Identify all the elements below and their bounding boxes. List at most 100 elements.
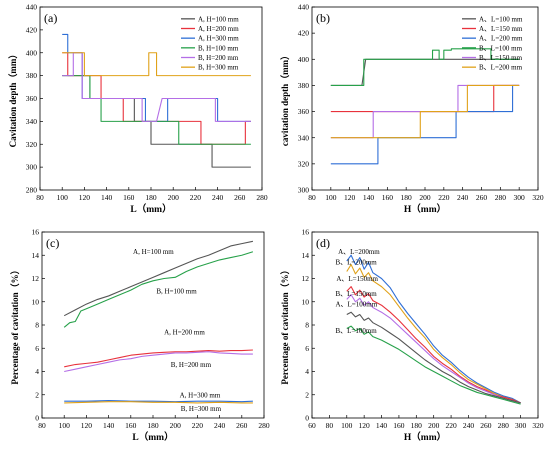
series-line bbox=[330, 84, 520, 165]
x-tick-label: 220 bbox=[438, 193, 450, 202]
y-tick-label: 4 bbox=[305, 367, 309, 376]
x-tick-label: 260 bbox=[476, 193, 488, 202]
y-tick-label: 6 bbox=[35, 344, 39, 353]
legend-label: A, H=100 mm bbox=[198, 15, 239, 23]
y-tick-label: 340 bbox=[298, 133, 310, 142]
y-tick-label: 400 bbox=[26, 48, 38, 57]
series-annotation: B, H=100 mm bbox=[156, 288, 197, 296]
series-line bbox=[64, 351, 253, 373]
x-tick-label: 280 bbox=[495, 193, 507, 202]
y-tick-label: 12 bbox=[32, 274, 40, 283]
series-line bbox=[330, 84, 520, 113]
x-tick-label: 300 bbox=[514, 193, 526, 202]
series-annotation: A, H=200 mm bbox=[164, 328, 205, 336]
series-line bbox=[62, 52, 251, 145]
y-tick-label: 14 bbox=[32, 251, 40, 260]
x-tick-label: 280 bbox=[258, 421, 270, 430]
panel-d: 60 80 100 120 140 160 180 200 220 240 260 280 300 320… bbox=[280, 228, 544, 443]
series-line bbox=[62, 33, 251, 122]
series-annotation: A、L=100mm bbox=[335, 300, 377, 308]
x-tick-label: 160 bbox=[125, 421, 137, 430]
x-tick-label: 320 bbox=[532, 421, 544, 430]
y-tick-label: 300 bbox=[26, 163, 38, 172]
x-tick-label: 160 bbox=[123, 193, 135, 202]
y-tick-label: 420 bbox=[298, 29, 310, 38]
y-tick-label: 360 bbox=[26, 94, 38, 103]
legend-label: A、L=150 mm bbox=[479, 25, 523, 33]
panel-label: (d) bbox=[316, 236, 330, 250]
series-line bbox=[62, 52, 251, 77]
x-tick-label: 180 bbox=[411, 421, 423, 430]
y-axis-title: Cavitation depth（mm） bbox=[8, 50, 18, 148]
legend-label: A, H=200 mm bbox=[198, 25, 239, 33]
x-tick-label: 280 bbox=[256, 193, 268, 202]
y-tick-label: 10 bbox=[302, 297, 310, 306]
y-tick-label: 340 bbox=[26, 117, 38, 126]
y-tick-label: 420 bbox=[26, 25, 38, 34]
x-tick-label: 260 bbox=[480, 421, 492, 430]
x-tick-label: 140 bbox=[363, 193, 375, 202]
series-annotation: A、L=200mm bbox=[338, 248, 380, 256]
x-tick-label: 80 bbox=[326, 421, 334, 430]
x-tick-label: 280 bbox=[498, 421, 510, 430]
y-tick-label: 8 bbox=[305, 321, 309, 330]
x-tick-label: 180 bbox=[147, 421, 159, 430]
panel-b: 80 100 120 140 160 180 200 220 240 260 280 300 320 30… bbox=[280, 3, 544, 215]
y-tick-label: 8 bbox=[35, 321, 39, 330]
x-tick-label: 160 bbox=[393, 421, 405, 430]
y-tick-label: 0 bbox=[305, 414, 309, 423]
series-line bbox=[63, 240, 254, 317]
series-annotation: A、L=150mm bbox=[336, 275, 378, 283]
legend-label: B, H=300 mm bbox=[198, 64, 239, 72]
x-tick-label: 220 bbox=[190, 193, 202, 202]
y-tick-label: 16 bbox=[302, 228, 310, 237]
x-tick-label: 180 bbox=[401, 193, 413, 202]
y-axis-title: Percentage of cavitation（%） bbox=[280, 265, 290, 384]
series-line bbox=[62, 75, 251, 145]
y-tick-label: 400 bbox=[298, 55, 310, 64]
legend-label: A, H=300 mm bbox=[198, 35, 239, 43]
legend-label: B、L=100 mm bbox=[479, 44, 523, 52]
legend-label: B、L=200 mm bbox=[479, 64, 523, 72]
y-tick-label: 300 bbox=[298, 186, 310, 195]
x-tick-label: 200 bbox=[419, 193, 431, 202]
series-line bbox=[330, 84, 520, 139]
series-line bbox=[63, 251, 254, 328]
x-tick-label: 300 bbox=[515, 421, 527, 430]
x-tick-label: 200 bbox=[428, 421, 440, 430]
y-tick-label: 4 bbox=[35, 367, 39, 376]
panel-label: (c) bbox=[46, 236, 59, 250]
series-line bbox=[346, 325, 521, 405]
x-tick-label: 200 bbox=[170, 421, 182, 430]
y-tick-label: 12 bbox=[302, 274, 310, 283]
series-line bbox=[64, 400, 253, 403]
x-axis-title: L（mm） bbox=[130, 203, 171, 215]
y-axis-title: cavitation depth（mm） bbox=[280, 51, 290, 146]
y-tick-label: 0 bbox=[35, 414, 39, 423]
series-line bbox=[330, 48, 520, 86]
series-line bbox=[346, 294, 521, 404]
legend-label: B、L=150 mm bbox=[479, 54, 523, 62]
x-tick-label: 80 bbox=[308, 193, 316, 202]
y-tick-label: 320 bbox=[298, 159, 310, 168]
legend-label: A、L=100 mm bbox=[479, 15, 523, 23]
y-axis-title: Percentage of cavitation（%） bbox=[10, 265, 20, 384]
y-tick-label: 280 bbox=[26, 186, 38, 195]
y-tick-label: 6 bbox=[305, 344, 309, 353]
y-tick-label: 10 bbox=[32, 297, 40, 306]
x-axis-title: H（mm） bbox=[404, 431, 446, 443]
series-line bbox=[346, 286, 521, 404]
series-annotation: A, H=100 mm bbox=[133, 248, 174, 256]
x-tick-label: 140 bbox=[101, 193, 113, 202]
y-tick-label: 2 bbox=[305, 390, 309, 399]
x-tick-label: 220 bbox=[192, 421, 204, 430]
series-annotation: B、L=100mm bbox=[335, 327, 377, 335]
series-line bbox=[62, 52, 251, 122]
x-tick-label: 140 bbox=[103, 421, 115, 430]
x-tick-label: 120 bbox=[79, 193, 91, 202]
y-tick-label: 360 bbox=[298, 107, 310, 116]
x-tick-label: 60 bbox=[308, 421, 316, 430]
series-line bbox=[346, 311, 521, 404]
series-line bbox=[346, 263, 521, 404]
